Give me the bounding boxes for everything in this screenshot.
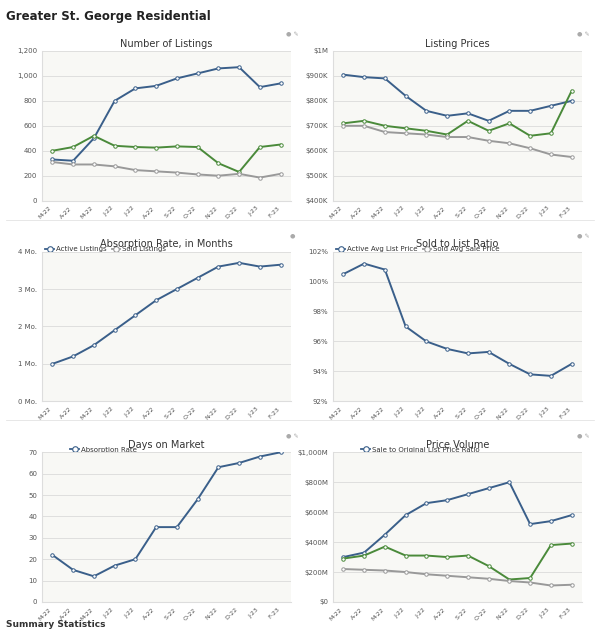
Title: Sold to List Ratio: Sold to List Ratio <box>416 240 499 250</box>
Text: ● ✎: ● ✎ <box>577 32 590 37</box>
Title: Number of Listings: Number of Listings <box>121 39 212 49</box>
Title: Days on Market: Days on Market <box>128 440 205 450</box>
Title: Listing Prices: Listing Prices <box>425 39 490 49</box>
Text: ● ✎: ● ✎ <box>577 434 590 439</box>
Text: Summary Statistics: Summary Statistics <box>6 620 106 629</box>
Text: ● ✎: ● ✎ <box>286 434 299 439</box>
Legend: Active Listings, New Listings, Sold Listings: Active Listings, New Listings, Sold List… <box>46 246 166 262</box>
Text: ●: ● <box>290 233 296 238</box>
Text: ● ✎: ● ✎ <box>577 233 590 238</box>
Title: Absorption Rate, in Months: Absorption Rate, in Months <box>100 240 233 250</box>
Text: ● ✎: ● ✎ <box>286 32 299 37</box>
Title: Price Volume: Price Volume <box>426 440 489 450</box>
Legend: Active Avg List Price, New Avg List Price, Sold Avg Sale Price: Active Avg List Price, New Avg List Pric… <box>337 246 500 262</box>
Text: Greater St. George Residential: Greater St. George Residential <box>6 10 211 23</box>
Legend: Absorption Rate: Absorption Rate <box>70 447 137 453</box>
Legend: Sale to Original List Price Ratio: Sale to Original List Price Ratio <box>361 447 479 453</box>
